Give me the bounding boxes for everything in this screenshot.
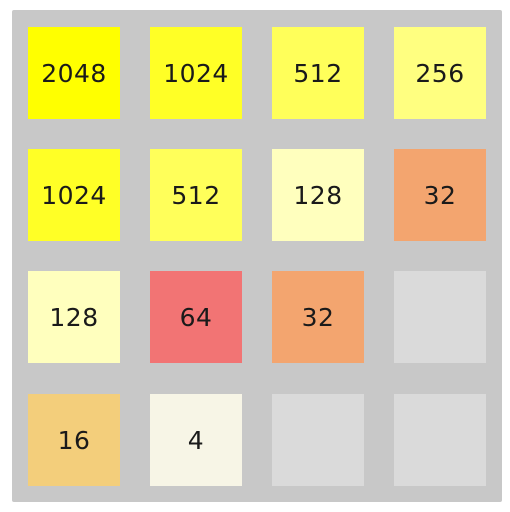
tile-r0-c3: 256 [394,27,486,119]
tile-r2-c2: 32 [272,271,364,363]
tile-r3-c0: 16 [28,394,120,486]
tile-r3-c2 [272,394,364,486]
tile-r0-c2: 512 [272,27,364,119]
tile-r2-c1: 64 [150,271,242,363]
tile-r2-c3 [394,271,486,363]
tile-r1-c2: 128 [272,149,364,241]
tile-r3-c1: 4 [150,394,242,486]
tile-r3-c3 [394,394,486,486]
tile-r1-c1: 512 [150,149,242,241]
tile-r2-c0: 128 [28,271,120,363]
game-board[interactable]: 2048 1024 512 256 1024 512 128 32 128 64… [12,10,502,502]
tile-r0-c1: 1024 [150,27,242,119]
tile-r1-c0: 1024 [28,149,120,241]
tile-r1-c3: 32 [394,149,486,241]
tile-r0-c0: 2048 [28,27,120,119]
